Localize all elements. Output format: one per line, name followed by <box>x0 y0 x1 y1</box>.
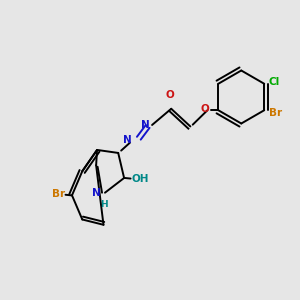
Text: Br: Br <box>268 108 282 118</box>
Text: O: O <box>165 90 174 100</box>
Text: N: N <box>123 135 132 145</box>
Text: H: H <box>100 200 107 209</box>
Text: N: N <box>141 120 150 130</box>
Text: N: N <box>92 188 100 198</box>
Text: Br: Br <box>52 189 64 199</box>
Text: Cl: Cl <box>268 77 280 87</box>
Text: OH: OH <box>131 174 149 184</box>
Text: O: O <box>201 104 209 114</box>
